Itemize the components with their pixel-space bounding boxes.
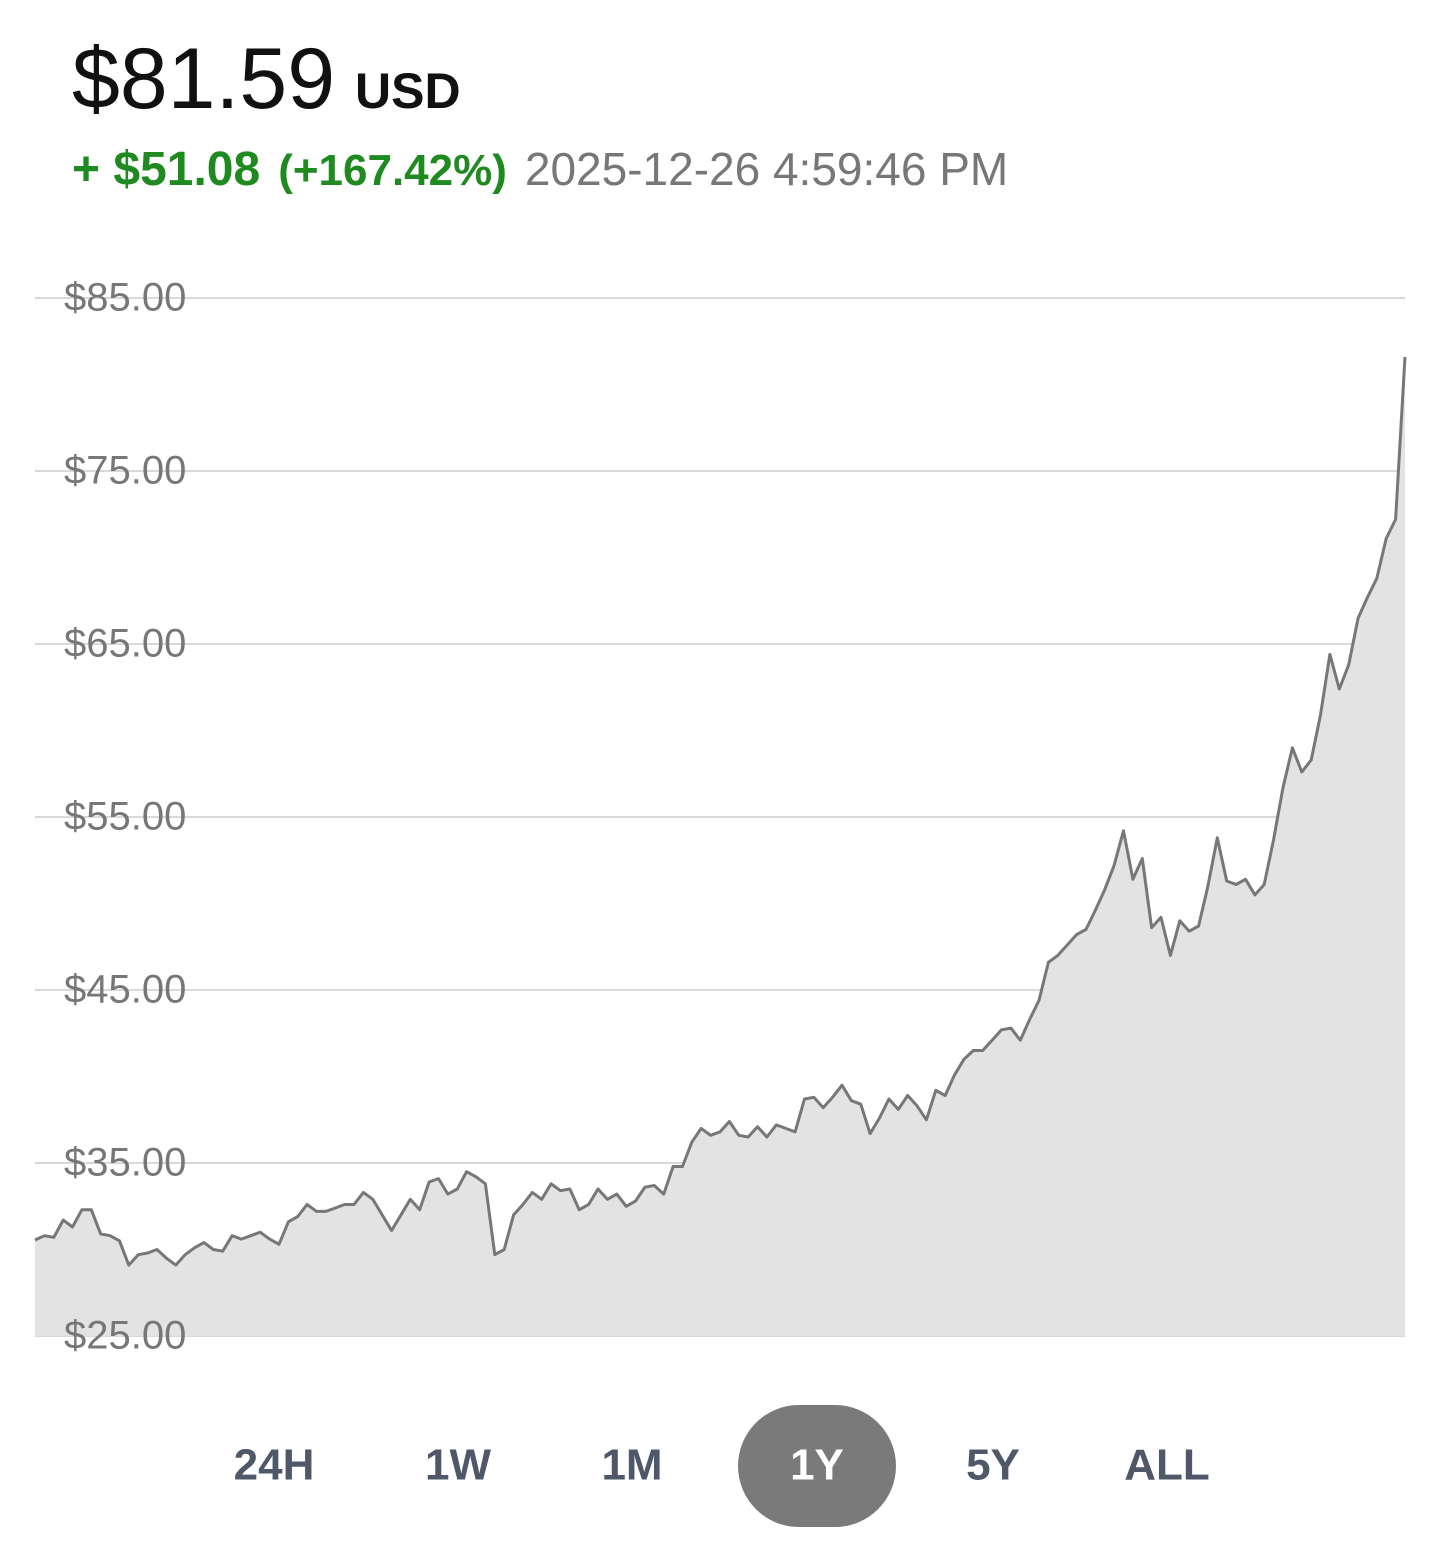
change-row: + $51.08 (+167.42%) 2025-12-26 4:59:46 P… — [72, 142, 1008, 197]
y-tick-label: $35.00 — [64, 1141, 186, 1185]
range-selected-pill[interactable] — [738, 1405, 896, 1527]
change-percent: (+167.42%) — [278, 146, 507, 195]
price-line — [34, 356, 1407, 1267]
y-tick-label: $75.00 — [64, 449, 186, 493]
y-tick-label: $85.00 — [64, 276, 186, 320]
range-button[interactable]: 1M — [601, 1441, 662, 1490]
currency: USD — [355, 63, 461, 119]
y-tick-label: $65.00 — [64, 622, 186, 666]
range-button[interactable]: 5Y — [966, 1441, 1020, 1490]
range-button[interactable]: 1W — [425, 1441, 491, 1490]
price-row: $81.59 USD — [72, 30, 1008, 127]
y-tick-label: $55.00 — [64, 795, 186, 839]
y-tick-label: $25.00 — [64, 1314, 186, 1358]
range-button[interactable]: 1Y — [790, 1441, 844, 1490]
y-tick-label: $45.00 — [64, 968, 186, 1012]
area — [35, 357, 1405, 1336]
timestamp: 2025-12-26 4:59:46 PM — [524, 143, 1009, 195]
price: $81.59 — [72, 31, 336, 127]
change: + $51.08 — [72, 143, 261, 196]
range-button[interactable]: 24H — [234, 1441, 315, 1490]
header: $81.59 USD + $51.08 (+167.42%) 2025-12-2… — [72, 30, 1008, 197]
range-button[interactable]: ALL — [1124, 1441, 1210, 1490]
